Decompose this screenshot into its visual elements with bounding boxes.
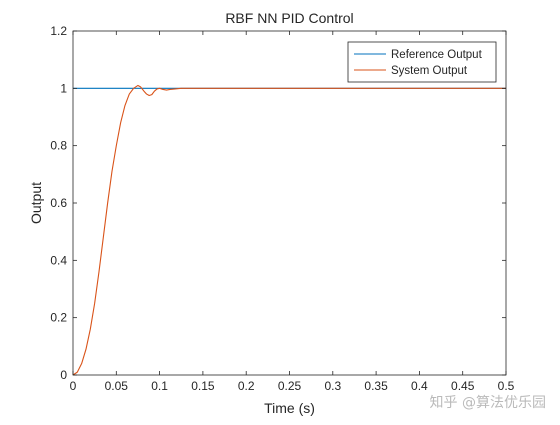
legend-entry-2: System Output [391, 65, 468, 77]
x-tick-label: 0.35 [364, 379, 388, 393]
x-axis-label: Time (s) [264, 400, 315, 416]
y-tick-label: 0.4 [50, 253, 67, 267]
axes-background [73, 31, 506, 375]
x-tick-label: 0.2 [238, 379, 255, 393]
x-tick-label: 0.3 [324, 379, 341, 393]
y-tick-label: 0 [60, 368, 67, 382]
x-tick-label: 0.1 [151, 379, 168, 393]
x-tick-label: 0.05 [105, 379, 129, 393]
x-tick-label: 0.45 [451, 379, 475, 393]
x-tick-label: 0.5 [498, 379, 515, 393]
y-axis-label: Output [28, 182, 44, 224]
y-tick-label: 1.2 [50, 24, 67, 38]
chart-title: RBF NN PID Control [225, 10, 353, 26]
x-tick-label: 0 [70, 379, 77, 393]
ticks-layer: 0 0.05 0.1 0.15 0.2 0.25 0.3 0.35 0.4 0.45 0.5 0 0.2… [50, 24, 514, 393]
y-tick-label: 0.2 [50, 311, 67, 325]
y-tick-label: 0.8 [50, 139, 67, 153]
y-tick-label: 0.6 [50, 196, 67, 210]
series-line-2 [72, 84, 506, 376]
x-tick-label: 0.25 [278, 379, 302, 393]
legend-box [347, 41, 497, 83]
x-tick-label: 0.4 [411, 379, 428, 393]
legend-entry-1: Reference Output [391, 49, 483, 61]
x-tick-label: 0.15 [191, 379, 215, 393]
y-tick-label: 1 [60, 81, 67, 95]
legend: Reference Output System Output [347, 41, 497, 83]
series-layer [72, 84, 506, 376]
